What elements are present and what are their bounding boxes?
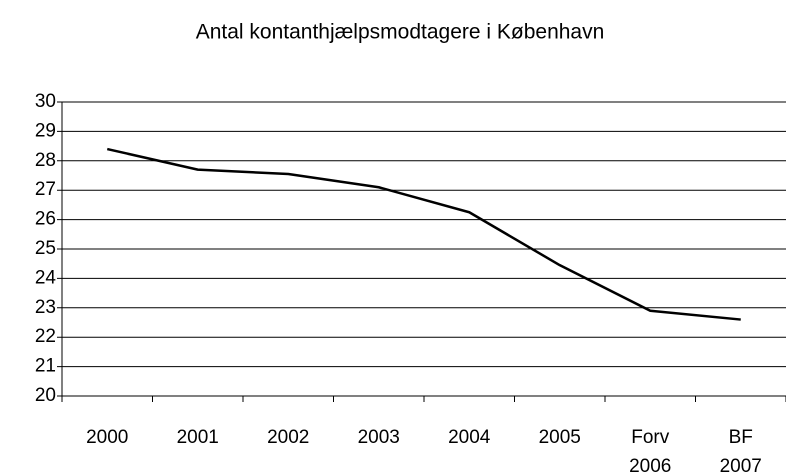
x-tick-label: 2004 (448, 427, 491, 448)
y-tick-label: 29 (35, 120, 56, 141)
x-tick-label: 2000 (86, 427, 128, 448)
x-tick-label: 2001 (177, 427, 219, 448)
x-tick-label: Forv 2006 (629, 427, 671, 476)
y-tick-label: 30 (35, 91, 56, 112)
line (106, 147, 741, 321)
y-tick-label: 27 (35, 179, 56, 200)
y-tick-label: 24 (35, 267, 57, 288)
y-tick-label: 21 (35, 356, 56, 377)
x-tick-label: 2002 (267, 427, 309, 448)
y-tick-label: 26 (35, 209, 56, 230)
x-tick-label: 2003 (358, 427, 400, 448)
chart-title: Antal kontanthjælpsmodtagere i København (196, 21, 605, 44)
y-tick-label: 20 (35, 385, 56, 406)
y-tick-label: 22 (35, 326, 56, 347)
y-tick-label: 23 (35, 297, 56, 318)
x-tick-label: BF 2007 (720, 427, 762, 476)
y-tick-label: 25 (35, 238, 56, 259)
x-tick-label: 2005 (539, 427, 581, 448)
y-tick-label: 28 (35, 150, 56, 171)
